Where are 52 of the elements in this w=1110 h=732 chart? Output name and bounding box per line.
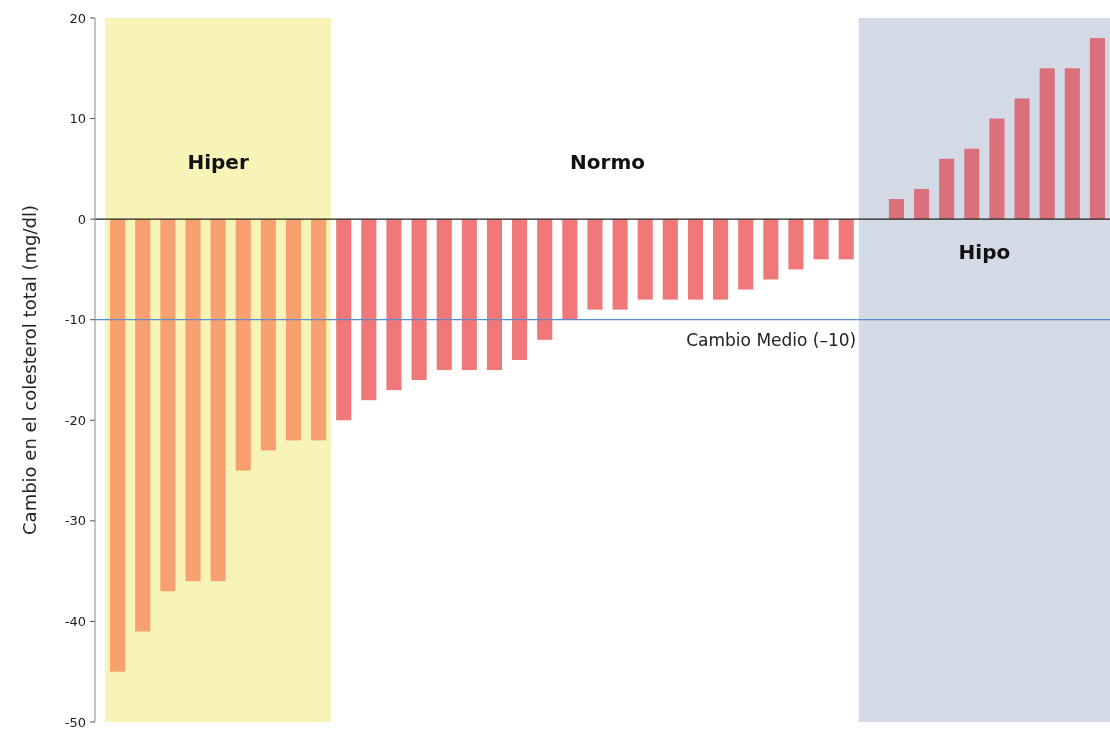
bar xyxy=(763,219,779,280)
bar xyxy=(838,219,854,260)
y-tick-label: 10 xyxy=(69,111,86,127)
bar xyxy=(888,199,904,220)
bar xyxy=(386,219,402,391)
bar xyxy=(436,219,452,370)
bar xyxy=(537,219,553,340)
bar xyxy=(1039,68,1055,220)
y-tick-label: -20 xyxy=(64,412,86,428)
y-tick-label: -50 xyxy=(64,714,86,730)
bar xyxy=(687,219,703,300)
bar xyxy=(738,219,754,290)
bar xyxy=(285,219,302,441)
y-tick-label: -10 xyxy=(64,312,86,328)
bar xyxy=(336,219,352,421)
bar xyxy=(1089,38,1105,220)
bar xyxy=(1064,68,1080,220)
y-tick-label: -40 xyxy=(64,613,86,629)
bar xyxy=(813,219,829,260)
bar xyxy=(486,219,503,370)
bar xyxy=(989,118,1005,220)
bar xyxy=(160,219,176,592)
bar xyxy=(788,219,804,270)
annotation: Normo xyxy=(570,149,645,174)
annotation: Hipo xyxy=(958,240,1011,265)
bar xyxy=(461,219,477,370)
bar xyxy=(637,219,653,300)
bar xyxy=(311,219,327,441)
annotation: Hiper xyxy=(187,149,249,174)
y-axis-title: Cambio en el colesterol total (mg/dl) xyxy=(19,205,40,535)
bar xyxy=(210,219,226,582)
bar xyxy=(512,219,528,360)
y-tick-label: -30 xyxy=(64,513,86,529)
bar xyxy=(1014,98,1030,220)
bar xyxy=(235,219,251,471)
bar xyxy=(939,158,955,220)
bar xyxy=(662,219,678,300)
bar xyxy=(587,219,603,310)
bar xyxy=(411,219,427,381)
bar xyxy=(713,219,729,300)
ref-line-label: Cambio Medio (–10) xyxy=(686,329,857,350)
y-tick-label: 20 xyxy=(69,10,86,26)
bar xyxy=(361,219,377,401)
bar xyxy=(562,219,578,320)
y-tick-label: 0 xyxy=(77,211,86,227)
bar xyxy=(110,219,126,672)
bar xyxy=(612,219,628,310)
bar xyxy=(135,219,151,632)
bar xyxy=(185,219,201,582)
bar xyxy=(260,219,276,451)
bar xyxy=(914,188,930,220)
bar xyxy=(964,148,980,220)
